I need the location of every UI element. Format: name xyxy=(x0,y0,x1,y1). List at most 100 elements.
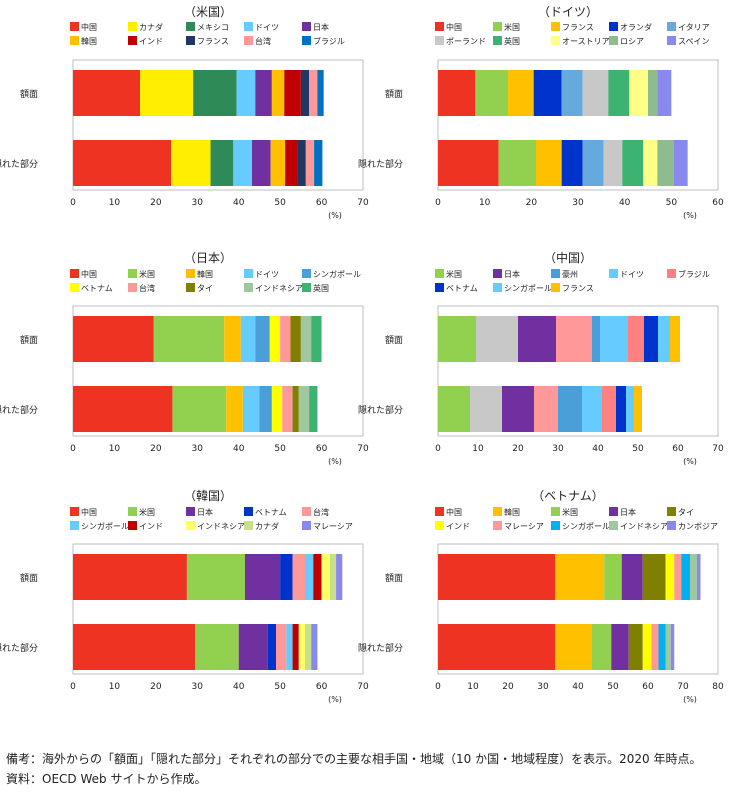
bar-segment xyxy=(311,624,318,670)
bar-segment xyxy=(438,554,556,600)
x-tick-label: 30 xyxy=(552,444,564,454)
chart-title: （日本） xyxy=(184,251,232,265)
bar-segment xyxy=(628,316,644,362)
bar-segment xyxy=(536,140,562,186)
bar-segment xyxy=(642,554,666,600)
legend-swatch xyxy=(70,521,79,530)
bar-segment xyxy=(600,316,628,362)
bar-segment xyxy=(236,70,256,116)
x-tick-label: 80 xyxy=(712,682,724,692)
legend-label: ベトナム xyxy=(255,508,287,517)
legend-label: ブラジル xyxy=(678,269,710,279)
footnote-note: 備考：海外からの「額面」「隠れた部分」それぞれの部分での主要な相手国・地域（10… xyxy=(6,752,702,766)
bar-segment xyxy=(665,554,675,600)
bar-segment xyxy=(255,70,272,116)
legend-label: オランダ xyxy=(620,22,652,32)
bar-segment xyxy=(643,140,658,186)
bar-segment xyxy=(476,316,518,362)
unit-label: (%) xyxy=(328,211,342,220)
x-tick-label: 70 xyxy=(677,682,689,692)
x-tick-label: 60 xyxy=(712,198,724,208)
legend-swatch xyxy=(186,36,195,45)
legend-label: インドネシア xyxy=(255,284,303,293)
legend-label: ポーランド xyxy=(446,37,486,46)
legend-swatch xyxy=(435,521,444,530)
bar-segment xyxy=(282,386,293,432)
bar-segment xyxy=(314,140,323,186)
bar-segment xyxy=(276,624,287,670)
legend-label: インド xyxy=(139,37,163,46)
x-tick-label: 0 xyxy=(70,444,76,454)
category-label: 額面 xyxy=(385,334,403,346)
legend-label: シンガポール xyxy=(81,521,129,531)
legend-label: ドイツ xyxy=(255,270,279,279)
bar-segment xyxy=(172,386,227,432)
x-tick-label: 0 xyxy=(435,682,441,692)
bar-segment xyxy=(280,316,291,362)
x-tick-label: 20 xyxy=(150,682,162,692)
legend-label: 台湾 xyxy=(255,36,271,46)
bar-segment xyxy=(292,554,305,600)
x-tick-label: 40 xyxy=(592,444,604,454)
legend-label: 中国 xyxy=(81,269,97,279)
bar-segment xyxy=(556,316,592,362)
chart-title: （中国） xyxy=(544,250,592,265)
legend-label: ドイツ xyxy=(255,23,279,32)
bar-segment xyxy=(73,140,172,186)
bar-segment xyxy=(690,554,697,600)
legend-label: 米国 xyxy=(139,269,155,279)
bar-segment xyxy=(642,624,652,670)
legend-swatch xyxy=(435,269,444,278)
bar-segment xyxy=(611,624,629,670)
legend-label: ベトナム xyxy=(446,284,478,293)
bar-segment xyxy=(226,386,243,432)
category-label: 隠れた部分 xyxy=(358,642,403,654)
unit-label: (%) xyxy=(328,695,342,704)
legend-swatch xyxy=(609,521,618,530)
legend-label: カナダ xyxy=(255,521,279,531)
bar-segment xyxy=(280,554,293,600)
bar-segment xyxy=(622,140,644,186)
legend-swatch xyxy=(435,22,444,31)
x-tick-label: 70 xyxy=(357,682,369,692)
chart-title: （米国） xyxy=(184,5,232,19)
legend-swatch xyxy=(551,269,560,278)
legend-swatch xyxy=(493,269,502,278)
bar-segment xyxy=(470,386,502,432)
legend-swatch xyxy=(667,521,676,530)
bar-segment xyxy=(648,70,658,116)
bar-segment xyxy=(336,554,343,600)
legend-label: フランス xyxy=(562,284,594,293)
category-label: 隠れた部分 xyxy=(0,158,38,170)
bar-segment xyxy=(153,316,225,362)
category-label: 額面 xyxy=(385,572,403,584)
bar-segment xyxy=(644,316,658,362)
legend-swatch xyxy=(551,22,560,31)
legend-swatch xyxy=(609,507,618,516)
legend-swatch xyxy=(551,36,560,45)
legend-label: インド xyxy=(446,522,470,531)
chart-title: （ドイツ） xyxy=(538,5,598,19)
legend-swatch xyxy=(70,36,79,45)
legend-label: オーストリア xyxy=(562,37,610,46)
legend-label: 英国 xyxy=(313,283,329,293)
legend-label: フランス xyxy=(197,37,229,46)
bar-segment xyxy=(561,70,583,116)
bar-segment xyxy=(267,624,276,670)
x-tick-label: 30 xyxy=(192,198,204,208)
legend-swatch xyxy=(186,283,195,292)
legend-swatch xyxy=(128,283,137,292)
legend-label: 韓国 xyxy=(197,269,213,279)
bar-segment xyxy=(651,624,659,670)
legend-label: マレーシア xyxy=(504,522,544,531)
x-tick-label: 20 xyxy=(512,444,524,454)
bar-segment xyxy=(438,624,556,670)
legend-label: ベトナム xyxy=(81,284,113,293)
category-label: 額面 xyxy=(20,572,38,584)
legend-swatch xyxy=(435,36,444,45)
legend-label: 豪州 xyxy=(562,269,578,279)
legend-swatch xyxy=(493,521,502,530)
bar-segment xyxy=(626,386,634,432)
